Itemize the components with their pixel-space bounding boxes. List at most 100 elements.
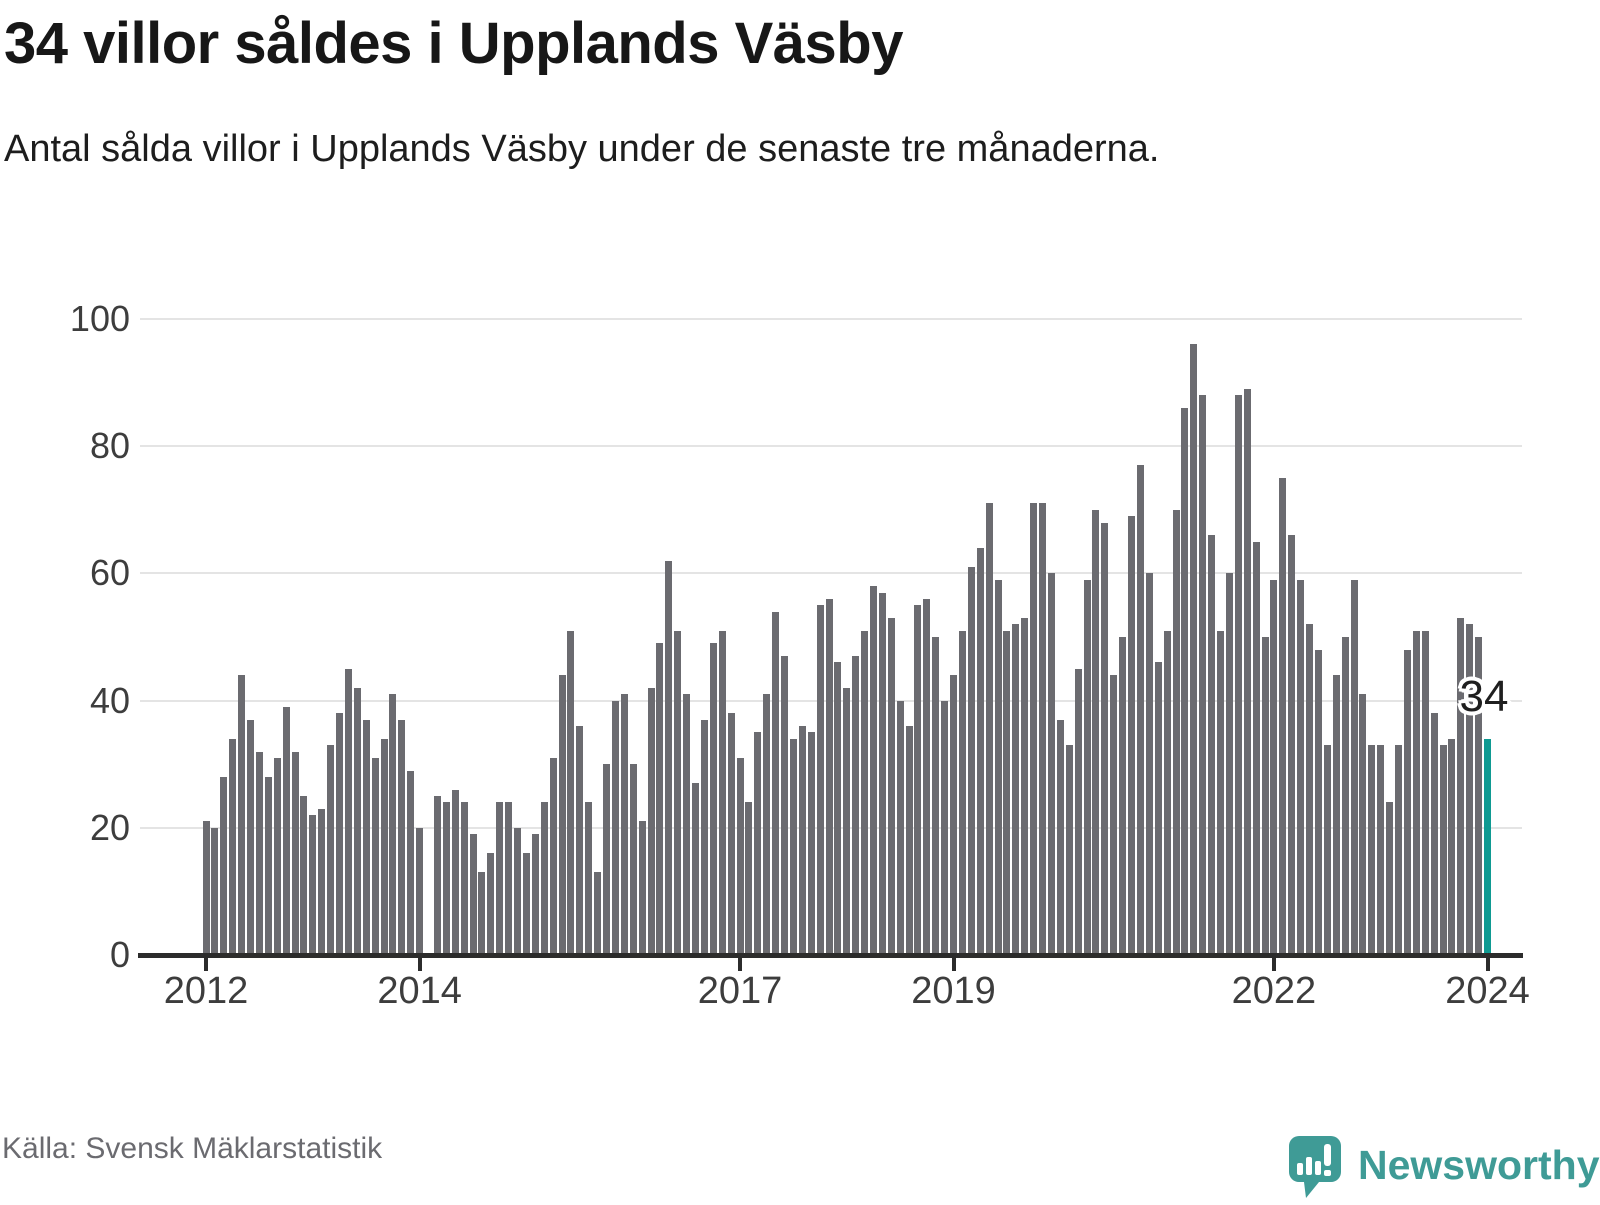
bar (1421, 630, 1429, 955)
bar (861, 630, 868, 955)
x-axis-line (138, 953, 1523, 958)
bar (220, 776, 228, 955)
bar (1288, 535, 1296, 955)
bar (869, 586, 877, 955)
bar (255, 751, 263, 955)
bar (994, 579, 1002, 955)
bar (1261, 637, 1269, 955)
bar (451, 789, 459, 955)
bar (647, 687, 655, 955)
x-tick-2012 (204, 958, 208, 971)
bar (567, 630, 575, 955)
newsworthy-logo-icon (1289, 1136, 1341, 1205)
bar (1368, 745, 1376, 955)
bar (611, 700, 619, 955)
bar (674, 630, 682, 955)
bar (389, 694, 397, 955)
bar (887, 617, 895, 955)
bar (318, 808, 326, 955)
bar (1403, 649, 1411, 955)
bar (380, 738, 388, 955)
bar (1056, 719, 1064, 955)
gridline-y60 (140, 572, 1522, 575)
bar (478, 872, 486, 955)
bar (1208, 535, 1216, 955)
bar (416, 827, 424, 955)
bar (460, 802, 468, 955)
x-axis-label-2022: 2022 (1231, 970, 1317, 1012)
x-tick-2022 (1271, 958, 1276, 971)
bar (665, 560, 673, 955)
bar (1341, 637, 1349, 955)
bar (798, 726, 806, 955)
bar (709, 643, 717, 955)
bar (905, 726, 913, 955)
bar (985, 503, 993, 955)
bar (1217, 630, 1224, 955)
bar (816, 605, 824, 955)
bar (1119, 637, 1127, 955)
bar (923, 598, 931, 955)
y-axis-label-0: 0 (109, 934, 130, 975)
x-axis-label-2014: 2014 (377, 970, 462, 1012)
bar (1012, 624, 1020, 955)
bar (1412, 630, 1420, 955)
bar (1332, 675, 1340, 955)
bar (1074, 668, 1082, 955)
bar (1314, 649, 1322, 955)
y-axis-label-60: 60 (89, 552, 130, 594)
bar (1145, 573, 1153, 955)
bar (1234, 395, 1242, 955)
bar-highlighted (1484, 738, 1491, 955)
bar (1323, 745, 1331, 955)
bar (1110, 675, 1118, 955)
source-note: Källa: Svensk Mäklarstatistik (2, 1132, 383, 1165)
bar (238, 675, 246, 955)
bar (683, 694, 691, 955)
bar (843, 687, 851, 955)
y-axis-label-20: 20 (89, 806, 130, 848)
bar (976, 548, 984, 955)
bar (878, 592, 886, 955)
bar (772, 611, 780, 955)
bar (950, 675, 957, 955)
bar (781, 656, 788, 955)
bar (896, 700, 904, 955)
bar (1003, 630, 1011, 955)
bar (1092, 509, 1100, 955)
bar (932, 637, 940, 955)
gridline-y100 (140, 318, 1522, 320)
bar (1430, 713, 1438, 955)
bar (336, 713, 343, 955)
bar (629, 764, 637, 955)
bar (300, 796, 308, 955)
bar (433, 796, 441, 955)
bar (1243, 389, 1251, 955)
bar (309, 815, 317, 955)
bar (1395, 745, 1402, 955)
page-subtitle: Antal sålda villor i Upplands Väsby unde… (4, 128, 1160, 170)
x-axis-label-2024: 2024 (1445, 970, 1530, 1012)
bar (496, 802, 504, 955)
bar (958, 630, 966, 955)
bar (291, 751, 299, 955)
highlight-value-label: 34 (1459, 672, 1509, 721)
bar (514, 827, 521, 955)
bar (763, 694, 771, 955)
bar (914, 605, 922, 955)
bar (1306, 624, 1313, 955)
bar (692, 783, 699, 955)
x-tick-2019 (951, 958, 956, 971)
bar (754, 732, 762, 955)
bar (1297, 579, 1305, 955)
bar (442, 802, 450, 955)
bar (487, 853, 495, 955)
x-tick-2024 (1485, 958, 1490, 971)
bar (1448, 738, 1456, 955)
bar (603, 764, 610, 955)
bar (1136, 465, 1144, 955)
bar (585, 802, 593, 955)
bar (558, 675, 566, 955)
bar (1350, 579, 1358, 955)
